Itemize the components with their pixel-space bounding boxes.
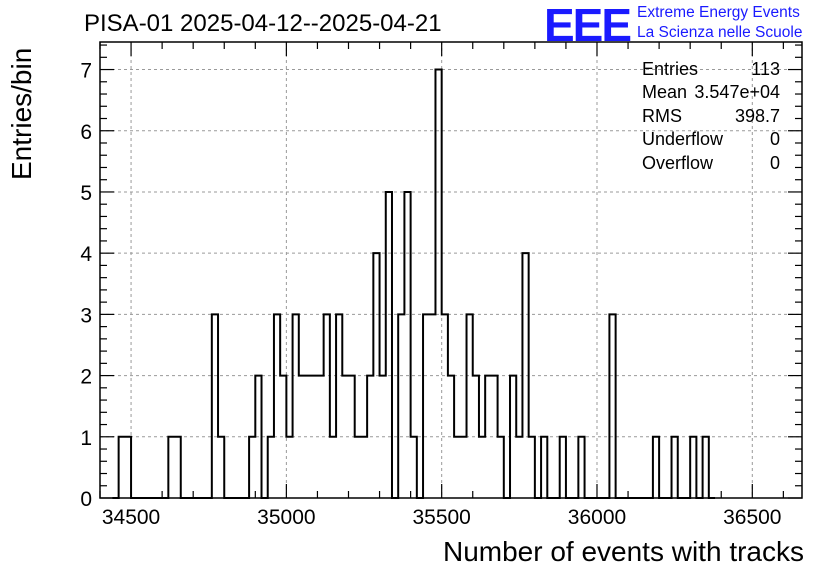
axis-ticks [99,42,802,499]
y-tick-label: 7 [80,60,92,83]
stats-key: Mean [642,82,688,103]
x-axis-label: Number of events with tracks [442,536,804,567]
x-tick-label: 35000 [257,506,315,529]
y-tick-label: 3 [80,304,92,327]
y-axis-label: Entries/bin [6,47,37,180]
stats-key: Underflow [642,129,724,150]
stats-value: 113 [751,59,780,79]
stats-row-overflow: Overflow 0 [642,152,780,175]
stats-value: 0 [769,129,780,150]
logo-line-2: La Scienza nelle Scuole [637,24,803,41]
x-tick-label: 35500 [412,506,470,529]
axis-tick-labels: 34500 35000 35500 36000 36500 0 1 2 3 4 5 6 7 [80,60,781,529]
plot-frame [99,41,803,499]
x-tick-label: 36000 [568,506,626,529]
stats-row-rms: RMS 398.7 [642,105,780,128]
x-tick-label: 36500 [723,506,781,529]
y-tick-label: 5 [80,182,92,205]
y-tick-label: 4 [80,243,92,266]
eee-logo-mark: EEE [544,0,632,51]
stats-key: Overflow [642,152,714,173]
stats-row-underflow: Underflow 0 [642,128,780,151]
chart-title: PISA-01 2025-04-12--2025-04-21 [84,10,442,37]
stats-row-mean: Mean 3.547e+04 [642,81,780,104]
y-tick-label: 0 [80,488,92,511]
stats-row-entries: Entries 113 [642,58,780,81]
y-tick-label: 1 [80,427,92,450]
stats-box: Entries 113 Mean 3.547e+04 RMS 398.7 Und… [642,58,780,175]
x-tick-label: 34500 [102,506,160,529]
stats-value: 398.7 [734,105,780,126]
histogram-outline [112,68,716,499]
stats-key: Entries [642,59,699,79]
logo-line-1: Extreme Energy Events [637,4,800,21]
stats-value: 3.547e+04 [694,82,780,103]
y-tick-label: 6 [80,121,92,144]
stats-key: RMS [642,105,682,126]
stats-value: 0 [769,152,780,173]
y-tick-label: 2 [80,366,92,389]
